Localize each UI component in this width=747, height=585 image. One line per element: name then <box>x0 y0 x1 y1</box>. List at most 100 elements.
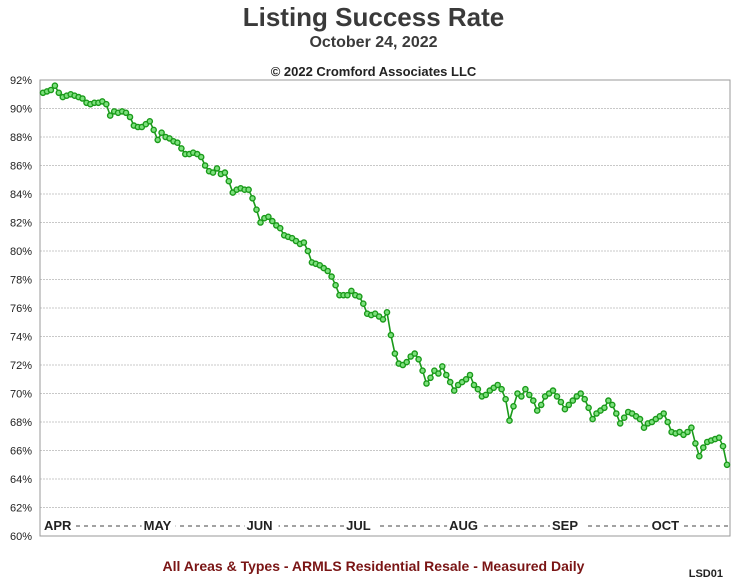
data-point <box>692 440 699 447</box>
x-axis-month-labels: APR MAY JUN JUL AUG SEP OCT <box>42 516 728 533</box>
month-label-bg <box>42 516 76 532</box>
copyright-text: © 2022 Cromford Associates LLC <box>270 64 477 79</box>
data-point <box>462 375 470 383</box>
x-tick-label: JUL <box>346 518 371 533</box>
data-point <box>518 393 525 400</box>
month-label-bg <box>244 516 279 532</box>
data-point <box>494 381 502 389</box>
data-point <box>332 281 339 289</box>
data-point <box>174 139 181 146</box>
y-tick-label: 64% <box>10 474 32 486</box>
data-point <box>700 444 707 451</box>
data-point <box>403 358 411 366</box>
data-point <box>427 374 434 382</box>
data-point <box>391 350 399 357</box>
x-tick-label: SEP <box>552 518 578 533</box>
data-point <box>419 367 426 375</box>
data-point <box>506 417 513 424</box>
data-point <box>435 370 442 377</box>
y-tick-label: 88% <box>10 132 32 144</box>
data-point <box>268 217 276 225</box>
y-tick-label: 84% <box>10 189 32 201</box>
data-point <box>344 291 351 299</box>
y-tick-label: 66% <box>10 446 32 458</box>
data-point <box>103 100 110 108</box>
data-point <box>355 293 363 300</box>
y-tick-label: 82% <box>10 218 32 230</box>
data-point <box>474 385 482 393</box>
data-point <box>178 145 185 152</box>
data-point <box>522 385 529 393</box>
y-tick-label: 78% <box>10 275 32 287</box>
data-point <box>605 397 612 404</box>
data-point <box>498 385 505 393</box>
y-tick-label: 62% <box>10 503 32 515</box>
data-point <box>684 428 691 436</box>
data-point <box>613 410 620 417</box>
series-polyline <box>42 84 728 465</box>
x-tick-label: JUN <box>247 518 273 533</box>
series-points <box>39 82 731 469</box>
x-tick-label: APR <box>44 518 72 533</box>
data-point <box>328 273 335 280</box>
data-point <box>589 415 596 423</box>
data-point <box>359 300 367 308</box>
data-point <box>466 371 474 379</box>
y-tick-label: 90% <box>10 104 32 116</box>
data-point <box>122 109 130 117</box>
data-point <box>304 247 312 255</box>
data-point <box>383 308 391 316</box>
data-point <box>450 387 458 394</box>
data-point <box>510 402 517 410</box>
data-point <box>502 395 509 403</box>
month-label-bg <box>649 516 684 532</box>
plot-border <box>39 79 731 537</box>
data-point <box>442 371 450 379</box>
data-point <box>723 461 731 469</box>
y-tick-label: 80% <box>10 246 32 258</box>
y-tick-label: 86% <box>10 161 32 173</box>
data-point <box>209 169 217 176</box>
data-point <box>379 316 387 323</box>
data-point <box>482 391 490 399</box>
y-tick-label: 76% <box>10 303 32 315</box>
data-point <box>470 381 478 389</box>
data-point <box>249 194 256 202</box>
y-tick-label: 72% <box>10 360 32 372</box>
data-point <box>557 398 565 406</box>
y-tick-label: 70% <box>10 389 32 401</box>
chart-subtitle: October 24, 2022 <box>309 34 438 51</box>
data-point <box>565 401 573 409</box>
data-point <box>585 404 592 412</box>
month-label-bg <box>447 516 482 532</box>
data-point <box>225 177 233 185</box>
data-point <box>51 82 59 89</box>
data-point <box>150 126 157 134</box>
data-point <box>577 390 585 397</box>
month-label-bg <box>344 516 379 532</box>
data-point <box>47 86 55 94</box>
chart-footer: All Areas & Types - ARMLS Residential Re… <box>162 558 585 574</box>
data-point <box>696 452 703 460</box>
data-point <box>438 363 446 370</box>
data-point <box>300 239 308 246</box>
x-tick-label: MAY <box>144 518 172 533</box>
data-point <box>526 391 533 399</box>
data-point <box>55 89 63 97</box>
data-point <box>537 401 545 409</box>
data-point <box>158 129 165 136</box>
data-point <box>581 395 589 403</box>
data-point <box>660 410 668 417</box>
data-point <box>719 442 727 450</box>
data-point <box>569 397 577 404</box>
y-axis-tick-labels: 60% 62% 64% 66% 68% 70% 72% 74% 76% 78% 80% 82% 84% 8… <box>10 75 32 543</box>
month-label-bg <box>141 516 176 532</box>
y-tick-label: 74% <box>10 332 32 344</box>
data-point <box>530 397 537 404</box>
data-point <box>276 224 284 232</box>
data-point <box>213 165 221 172</box>
x-tick-label: OCT <box>652 518 680 533</box>
data-point <box>201 162 209 169</box>
chart-code: LSD01 <box>688 568 723 580</box>
